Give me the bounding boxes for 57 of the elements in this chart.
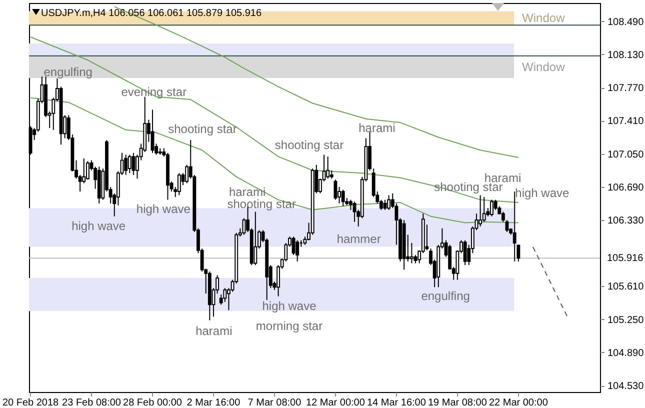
candlestick: [490, 199, 494, 217]
annotation: engulfing: [44, 65, 92, 79]
candlestick: [124, 154, 128, 176]
candlestick: [132, 152, 136, 176]
candlestick: [334, 179, 338, 200]
candlestick: [387, 194, 391, 210]
x-tick-label: 7 Mar 08:00: [248, 398, 302, 408]
candlestick: [326, 156, 330, 180]
annotation: shooting star: [274, 138, 344, 152]
candlestick: [512, 191, 516, 262]
candlestick: [383, 199, 387, 210]
band-label: Window: [522, 11, 566, 26]
x-tick-label: 19 Mar 08:00: [428, 398, 488, 408]
candlestick: [82, 158, 86, 184]
candlestick: [352, 201, 356, 222]
y-tick-label: 105.250: [608, 314, 644, 326]
y-tick-label: 105.610: [608, 282, 644, 293]
candlestick: [86, 160, 90, 180]
annotation: shooting star: [168, 122, 237, 136]
annotation: high wave: [72, 219, 126, 233]
candlestick: [463, 240, 467, 266]
candlestick: [341, 189, 345, 207]
y-tick-label: 106.330: [608, 216, 644, 227]
candlestick: [482, 196, 486, 222]
annotation: morning star: [256, 319, 323, 333]
y-tick-label: 106.690: [608, 182, 644, 194]
x-tick-label: 14 Mar 16:00: [366, 398, 426, 408]
annotation: hammer: [336, 232, 381, 246]
y-tick-label: 107.770: [608, 83, 644, 94]
x-tick-label: 12 Mar 00:00: [306, 398, 366, 408]
candlestick: [177, 172, 181, 196]
y-tick-label: 107.050: [608, 149, 644, 160]
annotation: harami: [228, 185, 266, 199]
candlestick: [296, 240, 300, 262]
candlestick: [254, 211, 258, 266]
x-tick-label: 20 Feb 2018: [2, 398, 60, 408]
candlestick: [410, 242, 414, 264]
band-label: Window: [522, 60, 566, 74]
y-tick-label: 104.530: [608, 381, 644, 392]
candlestick: [478, 194, 482, 227]
y-tick-label: 108.490: [608, 16, 644, 28]
ref-line-label: 105.916: [607, 253, 644, 264]
candlestick: [242, 218, 246, 236]
x-tick-label: 2 Mar 16:00: [186, 398, 241, 408]
candlestick: [128, 154, 132, 174]
annotation: harami: [358, 121, 396, 135]
annotation: harami: [196, 324, 232, 338]
x-tick-label: 22 Mar 00:00: [488, 398, 548, 408]
y-tick-label: 104.890: [608, 348, 644, 359]
x-tick-label: 28 Feb 00:00: [123, 398, 182, 408]
y-tick-label: 107.410: [608, 116, 644, 128]
annotation: high wave: [136, 202, 191, 216]
annotation: high wave: [515, 186, 570, 200]
x-tick-label: 23 Feb 08:00: [62, 398, 122, 408]
annotation: high wave: [262, 299, 317, 313]
y-tick-label: 108.130: [608, 50, 644, 61]
annotation: engulfing: [421, 289, 470, 303]
